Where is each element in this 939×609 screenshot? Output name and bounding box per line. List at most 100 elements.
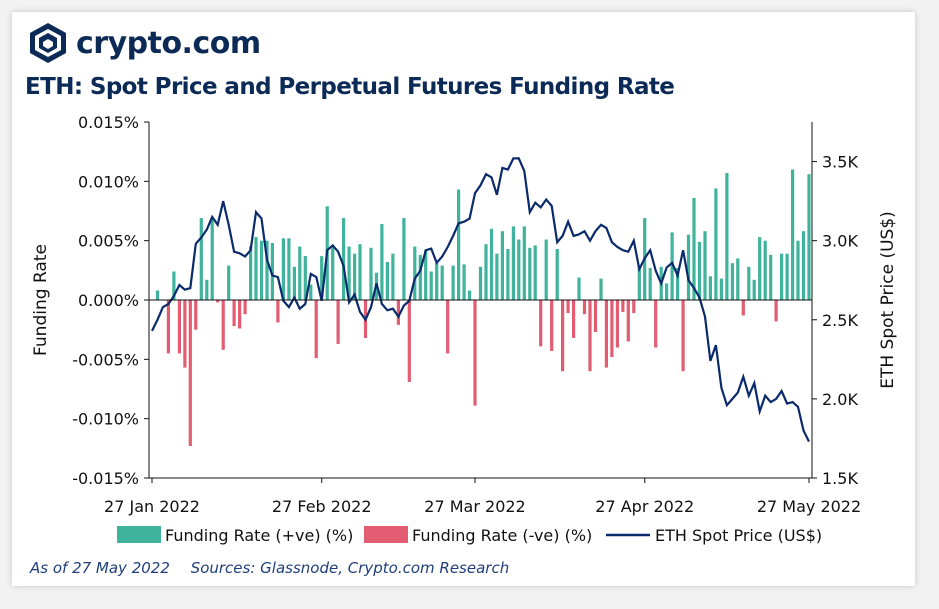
- negative-funding-bar: [566, 300, 570, 314]
- negative-funding-bar: [621, 300, 625, 312]
- positive-funding-bar: [785, 253, 789, 300]
- positive-funding-bar: [292, 266, 296, 300]
- legend-positive-swatch: [117, 526, 161, 543]
- chart-title: ETH: Spot Price and Perpetual Futures Fu…: [25, 74, 675, 100]
- funding-rate-bars: [155, 169, 811, 446]
- positive-funding-bar: [637, 266, 641, 300]
- x-tick-label: 27 Jan 2022: [104, 497, 200, 516]
- positive-funding-bar: [440, 265, 444, 300]
- legend-negative-label: Funding Rate (-ve) (%): [412, 526, 592, 545]
- positive-funding-bar: [478, 266, 483, 300]
- right-tick-label: 2.5K: [822, 311, 858, 330]
- negative-funding-bar: [183, 300, 187, 368]
- left-tick-label: 0.005%: [78, 232, 139, 251]
- negative-funding-bar: [243, 300, 247, 315]
- positive-funding-bar: [807, 174, 811, 300]
- positive-funding-bar: [796, 240, 800, 300]
- positive-funding-bar: [763, 240, 767, 300]
- positive-funding-bar: [320, 256, 324, 300]
- positive-funding-bar: [303, 256, 307, 300]
- positive-funding-bar: [528, 247, 532, 300]
- negative-funding-bar: [604, 300, 608, 368]
- footer-note: As of 27 May 2022 Sources: Glassnode, Cr…: [30, 559, 525, 577]
- positive-funding-bar: [451, 265, 455, 300]
- positive-funding-bar: [791, 169, 795, 300]
- positive-funding-bar: [686, 234, 691, 300]
- positive-funding-bar: [511, 226, 515, 300]
- negative-funding-bar: [615, 300, 619, 348]
- left-tick-label: -0.010%: [72, 410, 139, 429]
- positive-funding-bar: [347, 246, 351, 300]
- positive-funding-bar: [342, 218, 346, 300]
- right-axis-title: ETH Spot Price (US$): [878, 211, 898, 389]
- positive-funding-bar: [298, 246, 302, 300]
- positive-funding-bar: [254, 237, 258, 300]
- right-tick-label: 3.0K: [822, 232, 858, 251]
- positive-funding-bar: [358, 244, 362, 300]
- negative-funding-bar: [446, 300, 450, 354]
- positive-funding-bar: [714, 188, 718, 300]
- positive-funding-bar: [265, 240, 269, 300]
- negative-funding-bar: [626, 300, 630, 342]
- positive-funding-bar: [380, 224, 384, 300]
- left-tick-label: -0.005%: [72, 350, 139, 369]
- positive-funding-bar: [780, 253, 784, 300]
- negative-funding-bar: [593, 300, 598, 332]
- negative-funding-bar: [774, 300, 778, 322]
- negative-funding-bar: [314, 300, 318, 359]
- positive-funding-bar: [429, 271, 433, 300]
- x-tick-label: 27 May 2022: [757, 497, 861, 516]
- negative-funding-bar: [539, 300, 543, 347]
- positive-funding-bar: [353, 253, 357, 300]
- negative-funding-bar: [221, 300, 225, 350]
- positive-funding-bar: [769, 254, 773, 300]
- negative-funding-bar: [276, 300, 280, 323]
- left-tick-label: 0.000%: [78, 291, 139, 310]
- negative-funding-bar: [632, 300, 636, 314]
- positive-funding-bar: [730, 263, 734, 300]
- positive-funding-bar: [495, 253, 499, 300]
- positive-funding-bar: [648, 268, 652, 300]
- positive-funding-bar: [489, 228, 494, 300]
- right-tick-label: 3.5K: [822, 153, 858, 172]
- negative-funding-bar: [473, 300, 477, 406]
- x-tick-label: 27 Apr 2022: [595, 497, 694, 516]
- left-tick-label: 0.015%: [78, 113, 139, 132]
- negative-funding-bar: [336, 300, 340, 344]
- positive-funding-bar: [599, 278, 603, 300]
- positive-funding-bar: [517, 239, 521, 300]
- positive-funding-bar: [500, 231, 504, 300]
- positive-funding-bar: [692, 197, 696, 300]
- positive-funding-bar: [155, 290, 160, 300]
- negative-funding-bar: [561, 300, 565, 372]
- positive-funding-bar: [424, 250, 428, 300]
- positive-funding-bar: [697, 241, 702, 300]
- negative-funding-bar: [582, 300, 587, 315]
- brand-logo: crypto.com: [26, 21, 261, 65]
- negative-funding-bar: [572, 300, 576, 338]
- positive-funding-bar: [287, 238, 291, 300]
- positive-funding-bar: [665, 283, 669, 300]
- positive-funding-bar: [418, 254, 422, 300]
- positive-funding-bar: [703, 231, 707, 300]
- right-tick-label: 1.5K: [822, 469, 858, 488]
- positive-funding-bar: [484, 244, 488, 300]
- positive-funding-bar: [758, 237, 762, 300]
- positive-funding-bar: [533, 245, 537, 300]
- positive-funding-bar: [670, 232, 674, 300]
- positive-funding-bar: [719, 278, 723, 300]
- negative-funding-bar: [550, 300, 554, 351]
- brand-name: crypto.com: [76, 25, 261, 61]
- negative-funding-bar: [588, 300, 592, 372]
- positive-funding-bar: [385, 262, 389, 300]
- positive-funding-bar: [259, 240, 264, 300]
- negative-funding-bar: [166, 300, 170, 354]
- positive-funding-bar: [555, 249, 559, 300]
- positive-funding-bar: [506, 249, 510, 300]
- legend-positive-label: Funding Rate (+ve) (%): [165, 526, 353, 545]
- negative-funding-bar: [188, 300, 192, 446]
- negative-funding-bar: [407, 300, 411, 382]
- positive-funding-bar: [544, 239, 548, 300]
- negative-funding-bar: [177, 300, 181, 354]
